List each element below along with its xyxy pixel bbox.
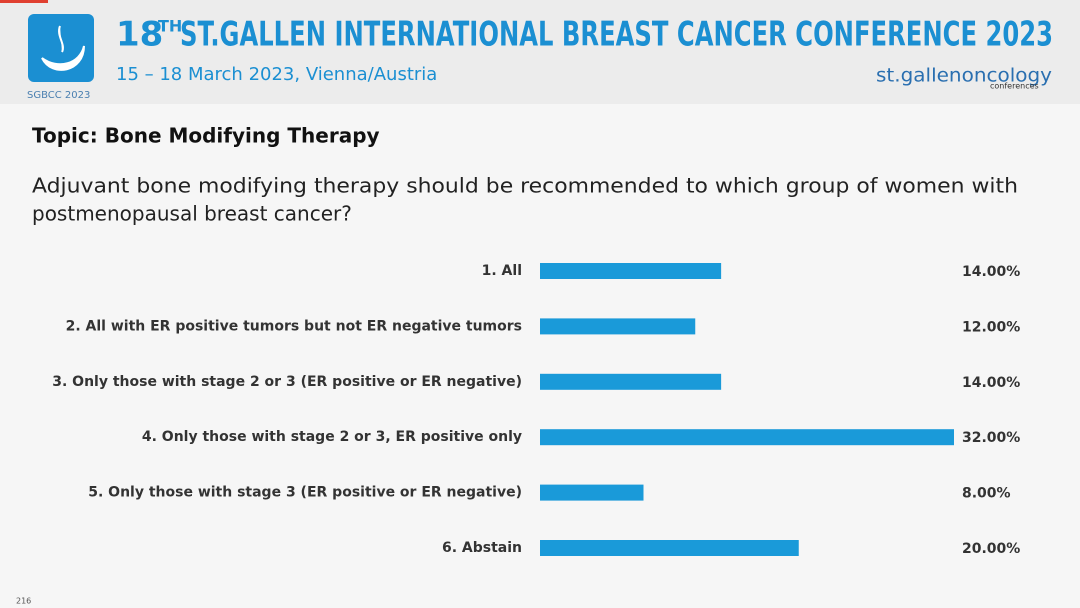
- category-label: 3. Only those with stage 2 or 3 (ER posi…: [52, 374, 522, 390]
- brand: st.gallenoncology: [876, 65, 1052, 87]
- chart: 1. All 14.00% 2. All with ER positive tumo…: [52, 263, 1020, 557]
- bar: [540, 318, 696, 335]
- page-number: 216: [16, 597, 31, 606]
- value-label: 12.00%: [962, 319, 1020, 335]
- title-number: 18: [116, 15, 163, 55]
- value-label: 20.00%: [962, 541, 1020, 557]
- subtitle: 15 – 18 March 2023, Vienna/Austria: [116, 64, 437, 85]
- bar: [540, 484, 644, 501]
- category-label: 4. Only those with stage 2 or 3, ER posi…: [142, 429, 522, 445]
- title-suffix: TH: [158, 17, 182, 36]
- question-line: Adjuvant bone modifying therapy should b…: [32, 174, 1018, 198]
- bar: [540, 540, 799, 556]
- question-line: postmenopausal breast cancer?: [32, 202, 352, 226]
- category-label: 2. All with ER positive tumors but not E…: [66, 318, 522, 334]
- value-label: 32.00%: [962, 430, 1020, 446]
- value-label: 14.00%: [962, 375, 1020, 391]
- top-accent: [0, 0, 48, 3]
- category-label: 6. Abstain: [442, 540, 522, 556]
- header-band: [0, 0, 1080, 104]
- category-label: 5. Only those with stage 3 (ER positive …: [88, 485, 522, 501]
- logo-text: SGBCC 2023: [27, 90, 90, 101]
- logo-box: [28, 14, 94, 82]
- logo-mark: [41, 25, 85, 71]
- bar: [540, 429, 954, 446]
- category-label: 1. All: [482, 263, 522, 279]
- brand-sub: conferences: [990, 82, 1039, 91]
- value-label: 14.00%: [962, 264, 1020, 280]
- title: ST.GALLEN INTERNATIONAL BREAST CANCER CO…: [180, 15, 1053, 55]
- value-label: 8.00%: [962, 486, 1011, 502]
- bar: [540, 373, 722, 390]
- topic: Topic: Bone Modifying Therapy: [32, 124, 380, 148]
- bar: [540, 263, 722, 279]
